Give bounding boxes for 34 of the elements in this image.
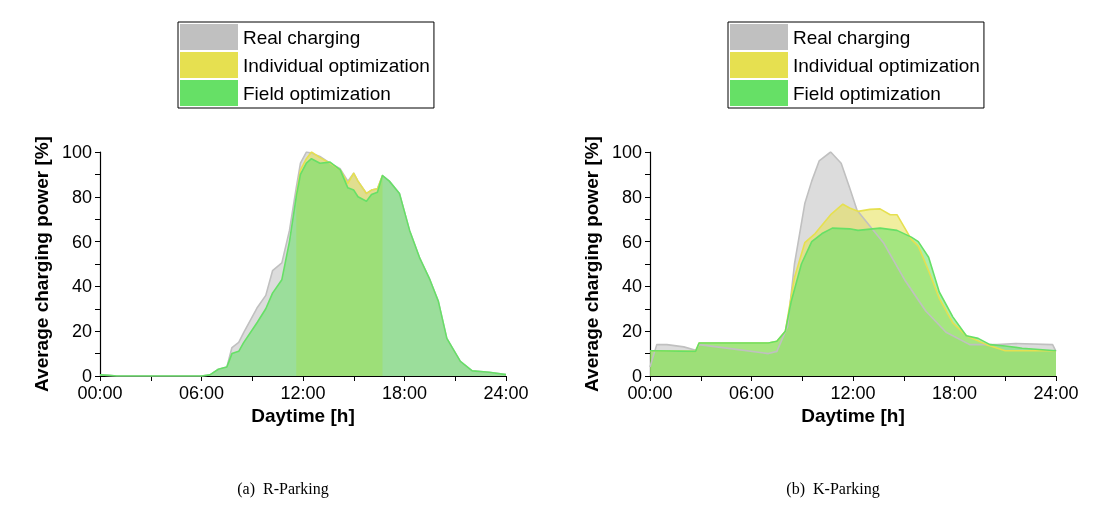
- y-tick-label: 100: [61, 142, 92, 162]
- x-tick-label: 18:00: [931, 383, 978, 403]
- y-tick-label: 80: [71, 186, 92, 207]
- y-tick-label: 0: [631, 366, 642, 386]
- legend-label: Individual optimization: [243, 54, 430, 76]
- y-tick-label: 60: [621, 231, 642, 252]
- x-axis-title: Daytime [h]: [801, 405, 905, 426]
- x-tick-label: 00:00: [77, 383, 123, 403]
- y-tick-label: 100: [611, 142, 642, 162]
- x-tick-label: 24:00: [483, 383, 529, 403]
- legend-label: Real charging: [243, 26, 361, 48]
- x-tick-label: 12:00: [830, 383, 876, 403]
- x-tick-label: 06:00: [728, 383, 775, 403]
- x-tick-label: 12:00: [280, 383, 326, 403]
- y-tick-label: 20: [71, 321, 92, 342]
- legend-label: Real charging: [793, 26, 911, 48]
- x-tick-label: 00:00: [627, 383, 673, 403]
- y-axis-title: Average charging power [%]: [31, 136, 53, 392]
- x-tick-label: 18:00: [381, 383, 428, 403]
- legend-label: Field optimization: [793, 82, 941, 104]
- y-tick-label: 0: [81, 366, 92, 386]
- text: (a) R-Parking: [237, 479, 329, 498]
- x-axis-title: Daytime [h]: [251, 405, 355, 426]
- x-tick-label: 24:00: [1033, 383, 1079, 403]
- y-tick-label: 60: [71, 231, 92, 252]
- y-tick-label: 40: [621, 276, 642, 297]
- y-axis-title: Average charging power [%]: [581, 136, 603, 392]
- y-tick-label: 40: [71, 276, 92, 297]
- x-tick-label: 06:00: [178, 383, 225, 403]
- y-tick-label: 20: [621, 321, 642, 342]
- y-tick-label: 80: [621, 186, 642, 207]
- text: (b) K-Parking: [786, 479, 880, 498]
- legend-label: Field optimization: [243, 82, 391, 104]
- legend-label: Individual optimization: [793, 54, 980, 76]
